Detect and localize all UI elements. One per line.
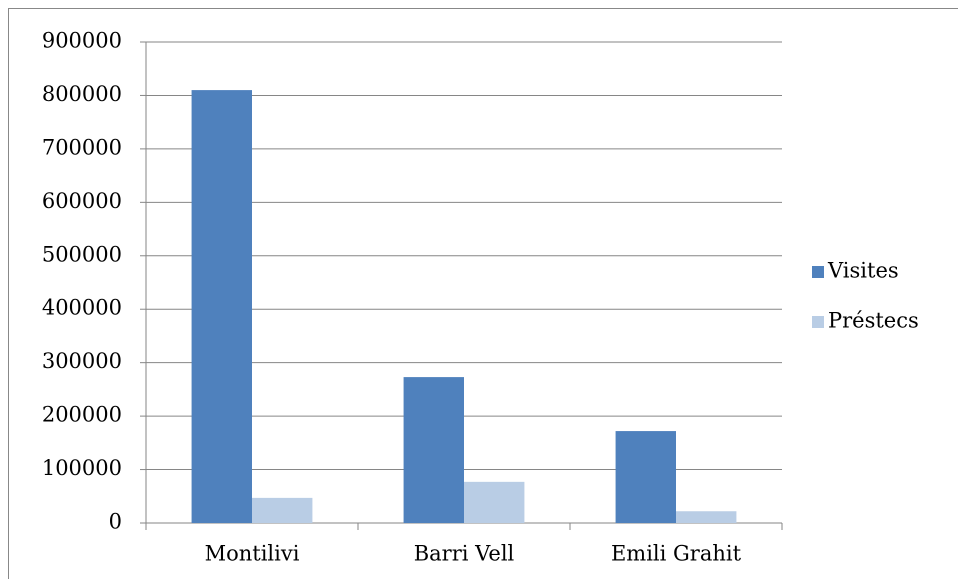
bar [403,377,464,523]
bar [615,431,676,523]
legend-swatch [812,316,824,328]
bar [464,481,525,523]
y-tick-label: 500000 [42,242,122,266]
chart-border [8,8,958,579]
x-tick-label: Barri Vell [414,542,515,566]
legend-swatch [812,266,824,278]
bar [676,511,737,523]
y-tick-label: 700000 [42,135,122,159]
y-tick-label: 600000 [42,189,122,213]
bar [252,497,313,523]
y-tick-label: 300000 [42,349,122,373]
bar [191,90,252,523]
legend-label: Visites [827,259,899,283]
y-tick-label: 400000 [42,296,122,320]
y-tick-label: 100000 [42,456,122,480]
legend-label: Préstecs [828,309,919,333]
y-tick-label: 0 [109,510,122,534]
y-tick-label: 900000 [42,29,122,53]
y-tick-label: 200000 [42,403,122,427]
x-tick-label: Montilivi [205,542,300,566]
x-tick-label: Emili Grahit [611,542,742,566]
y-tick-label: 800000 [42,82,122,106]
